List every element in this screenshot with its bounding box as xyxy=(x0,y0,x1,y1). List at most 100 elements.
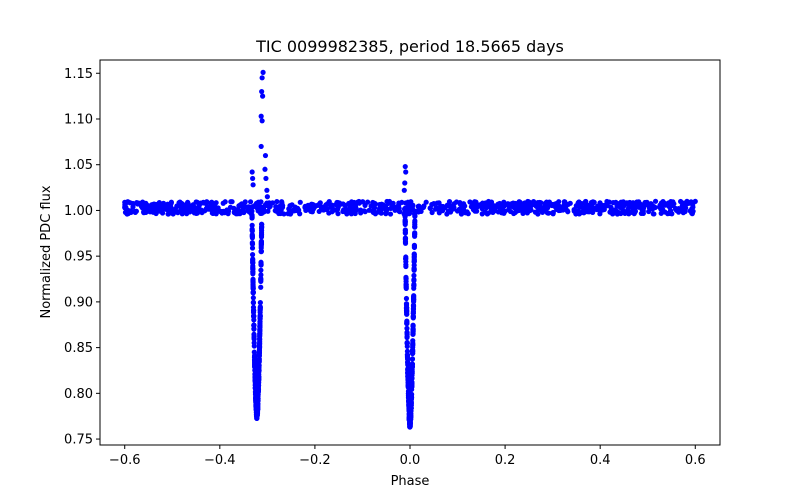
data-point xyxy=(258,261,264,268)
y-tick-label: 1.00 xyxy=(64,204,93,219)
data-point xyxy=(258,225,265,232)
x-tick-label: −0.2 xyxy=(299,453,331,468)
y-tick-label: 0.90 xyxy=(64,295,93,310)
data-point xyxy=(405,374,411,380)
data-point xyxy=(274,199,280,205)
data-point xyxy=(433,205,439,211)
data-point xyxy=(403,169,409,175)
data-point xyxy=(252,354,258,361)
data-point xyxy=(200,200,206,206)
data-point xyxy=(402,163,408,170)
data-point xyxy=(287,211,294,217)
data-point xyxy=(250,266,256,272)
data-point xyxy=(240,206,247,212)
data-point xyxy=(250,289,256,296)
y-tick-label: 1.15 xyxy=(64,67,93,82)
data-point xyxy=(254,407,260,413)
data-point xyxy=(208,201,214,207)
data-point xyxy=(266,204,272,210)
data-point xyxy=(533,203,539,209)
data-point xyxy=(122,203,128,209)
data-point xyxy=(249,214,255,220)
data-point xyxy=(353,205,359,211)
data-point xyxy=(440,203,446,210)
data-point xyxy=(408,416,414,422)
data-point xyxy=(256,353,262,359)
data-point xyxy=(404,329,410,335)
data-point xyxy=(256,371,262,377)
data-point xyxy=(464,209,470,215)
data-point xyxy=(406,407,412,413)
data-point xyxy=(252,363,258,369)
data-point xyxy=(264,194,270,200)
data-point xyxy=(411,283,417,289)
data-point xyxy=(253,399,259,405)
data-point xyxy=(652,198,659,204)
data-point xyxy=(153,206,160,212)
data-point xyxy=(405,360,411,366)
data-point xyxy=(410,302,417,308)
data-point xyxy=(255,393,261,399)
data-point xyxy=(411,294,417,300)
data-point xyxy=(410,330,416,336)
data-point xyxy=(405,388,412,394)
data-point xyxy=(258,243,264,249)
data-point xyxy=(614,211,620,217)
data-point xyxy=(556,206,563,212)
data-point xyxy=(140,203,146,209)
data-point xyxy=(410,342,416,348)
data-point xyxy=(404,325,410,331)
data-point xyxy=(127,200,133,206)
data-point xyxy=(551,202,558,209)
data-point xyxy=(257,322,263,329)
data-point xyxy=(648,201,654,207)
data-point xyxy=(194,210,201,216)
data-point xyxy=(372,201,378,207)
data-point xyxy=(351,209,358,215)
data-point xyxy=(541,204,547,211)
data-point xyxy=(411,272,417,279)
data-point xyxy=(258,278,264,285)
data-point xyxy=(405,370,411,376)
data-point xyxy=(501,210,507,216)
data-point xyxy=(406,401,412,407)
data-point xyxy=(687,208,693,214)
data-point xyxy=(510,201,516,207)
data-point xyxy=(309,209,315,215)
data-point xyxy=(335,206,341,212)
data-point xyxy=(258,284,264,290)
data-point xyxy=(251,349,257,355)
y-axis-label: Normalized PDC flux xyxy=(39,185,54,318)
data-point xyxy=(410,347,416,353)
x-tick-label: 0.6 xyxy=(685,453,706,468)
y-tick-label: 0.80 xyxy=(64,387,93,402)
data-point xyxy=(340,208,346,215)
data-point xyxy=(404,339,410,346)
data-point xyxy=(371,207,377,213)
data-point xyxy=(231,210,238,216)
data-point xyxy=(215,206,221,212)
data-point xyxy=(571,208,577,214)
data-point xyxy=(252,377,258,383)
data-point xyxy=(256,201,262,207)
chart-title: TIC 0099982385, period 18.5665 days xyxy=(255,37,564,56)
data-point xyxy=(411,266,417,272)
data-point xyxy=(254,410,260,417)
data-point xyxy=(250,259,256,265)
data-point xyxy=(132,208,138,215)
data-point xyxy=(677,207,683,213)
data-point xyxy=(260,93,266,99)
data-point xyxy=(660,206,666,213)
data-point xyxy=(258,267,264,273)
data-point xyxy=(604,200,610,206)
data-point xyxy=(519,203,525,209)
data-point xyxy=(690,202,696,208)
data-point xyxy=(228,199,234,205)
data-point xyxy=(378,210,384,216)
data-point xyxy=(684,201,690,207)
data-point xyxy=(640,205,647,211)
data-point xyxy=(412,218,418,224)
data-point xyxy=(617,204,623,210)
x-tick-label: 0.4 xyxy=(590,453,611,468)
data-point xyxy=(412,232,418,238)
